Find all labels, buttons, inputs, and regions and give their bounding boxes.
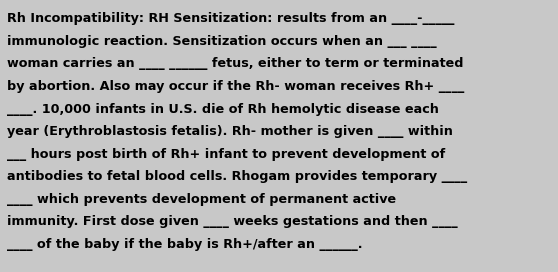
- Text: ____ which prevents development of permanent active: ____ which prevents development of perma…: [7, 193, 396, 206]
- Text: immunologic reaction. Sensitization occurs when an ___ ____: immunologic reaction. Sensitization occu…: [7, 35, 436, 48]
- Text: antibodies to fetal blood cells. Rhogam provides temporary ____: antibodies to fetal blood cells. Rhogam …: [7, 170, 467, 183]
- Text: Rh Incompatibility: RH Sensitization: results from an ____-_____: Rh Incompatibility: RH Sensitization: re…: [7, 12, 454, 25]
- Text: ____. 10,000 infants in U.S. die of Rh hemolytic disease each: ____. 10,000 infants in U.S. die of Rh h…: [7, 103, 439, 116]
- Text: woman carries an ____ ______ fetus, either to term or terminated: woman carries an ____ ______ fetus, eith…: [7, 57, 463, 70]
- Text: ____ of the baby if the baby is Rh+/after an ______.: ____ of the baby if the baby is Rh+/afte…: [7, 238, 362, 251]
- Text: immunity. First dose given ____ weeks gestations and then ____: immunity. First dose given ____ weeks ge…: [7, 215, 458, 228]
- Text: by abortion. Also may occur if the Rh- woman receives Rh+ ____: by abortion. Also may occur if the Rh- w…: [7, 80, 464, 93]
- Text: year (Erythroblastosis fetalis). Rh- mother is given ____ within: year (Erythroblastosis fetalis). Rh- mot…: [7, 125, 453, 138]
- Text: ___ hours post birth of Rh+ infant to prevent development of: ___ hours post birth of Rh+ infant to pr…: [7, 148, 445, 161]
